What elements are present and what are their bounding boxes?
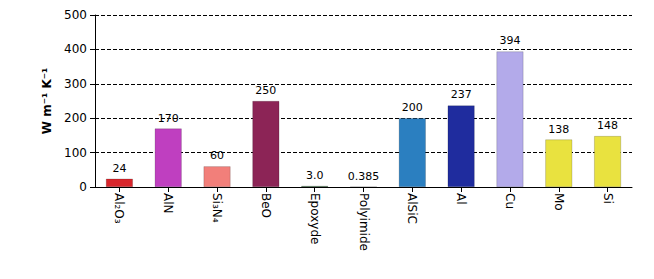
svg-text:Polyimide: Polyimide xyxy=(357,193,371,251)
svg-text:148: 148 xyxy=(597,119,618,132)
svg-text:100: 100 xyxy=(64,146,87,160)
svg-text:200: 200 xyxy=(64,111,87,125)
svg-text:Epoxyde: Epoxyde xyxy=(308,193,322,244)
svg-text:Cu: Cu xyxy=(503,193,517,209)
svg-text:Mo: Mo xyxy=(552,193,566,211)
svg-text:300: 300 xyxy=(64,77,87,91)
svg-text:250: 250 xyxy=(255,84,276,97)
svg-text:AlN: AlN xyxy=(161,193,175,214)
svg-text:24: 24 xyxy=(112,162,126,175)
svg-text:60: 60 xyxy=(210,149,224,162)
svg-text:Al₂O₃: Al₂O₃ xyxy=(112,193,126,224)
svg-text:Si: Si xyxy=(601,193,615,204)
svg-text:170: 170 xyxy=(158,112,179,125)
svg-text:Si₃N₄: Si₃N₄ xyxy=(210,193,224,223)
svg-text:W m⁻¹ K⁻¹: W m⁻¹ K⁻¹ xyxy=(40,68,54,135)
svg-text:138: 138 xyxy=(548,123,569,136)
svg-text:Al: Al xyxy=(454,193,468,205)
svg-text:AlSiC: AlSiC xyxy=(405,193,419,224)
svg-text:0: 0 xyxy=(79,180,87,194)
svg-text:500: 500 xyxy=(64,8,87,22)
svg-text:BeO: BeO xyxy=(259,193,273,218)
svg-text:400: 400 xyxy=(64,42,87,56)
svg-text:200: 200 xyxy=(402,101,423,114)
svg-text:237: 237 xyxy=(451,88,472,101)
svg-text:3.0: 3.0 xyxy=(306,169,324,182)
svg-text:0.385: 0.385 xyxy=(348,170,380,183)
svg-text:394: 394 xyxy=(499,34,520,47)
